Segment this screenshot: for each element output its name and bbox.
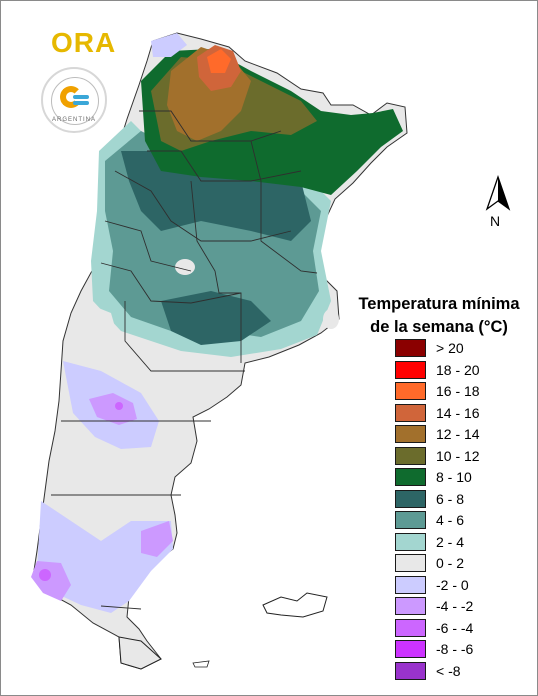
- north-arrow-icon: [485, 175, 511, 211]
- smn-logo-word: ARGENTINA: [51, 117, 96, 123]
- legend-swatch: [395, 511, 426, 529]
- zone-0-2-central: [75, 301, 119, 351]
- tierra-del-fuego: [118, 636, 162, 670]
- smn-logo-sun-icon: [60, 86, 82, 108]
- legend-swatch: [395, 382, 426, 400]
- legend-swatch: [395, 575, 426, 594]
- zone-neg6-neg4: [115, 402, 123, 410]
- legend-label: 16 - 18: [436, 383, 480, 399]
- province-boundaries: [51, 110, 318, 610]
- zone-6-8-south: [161, 291, 271, 345]
- zone-6-8: [121, 151, 311, 241]
- legend-title: Temperatura mínima de la semana (°C): [358, 295, 520, 336]
- legend-label: 10 - 12: [436, 447, 480, 464]
- north-arrow: N: [483, 175, 513, 233]
- north-label: N: [490, 213, 501, 229]
- legend-swatch: [395, 403, 426, 422]
- ora-logo: ORA: [35, 27, 115, 61]
- legend-label: -4 - -2: [436, 598, 474, 614]
- zone-neg4-neg2-north: [89, 393, 137, 425]
- smn-logo: ARGENTINA: [41, 67, 107, 133]
- ora-logo-text: ORA: [51, 27, 117, 58]
- legend-swatch: [395, 597, 426, 615]
- legend-swatch: [395, 554, 426, 572]
- legend-swatch: [395, 489, 426, 508]
- legend-label: < -8: [436, 662, 461, 679]
- legend-label: -8 - -6: [436, 641, 474, 657]
- legend-label: 12 - 14: [436, 426, 480, 442]
- smn-logo-wave-icon: [73, 101, 89, 105]
- legend-swatch: [395, 339, 426, 357]
- legend-label: -2 - 0: [436, 576, 469, 593]
- zone-0-2-spot: [175, 259, 195, 275]
- isla-estados: [192, 660, 210, 668]
- zone-neg2-0-top: [151, 33, 187, 57]
- legend-label: 6 - 8: [436, 490, 465, 507]
- legend-swatch: [395, 446, 426, 465]
- legend-swatch: [395, 618, 426, 637]
- legend-label: 18 - 20: [436, 361, 480, 378]
- legend-label: 2 - 4: [436, 533, 465, 550]
- islands: [262, 592, 328, 618]
- legend-swatch: [395, 532, 426, 551]
- legend-swatch: [395, 360, 426, 379]
- legend-label: -6 - -4: [436, 619, 474, 636]
- legend-label: 0 - 2: [436, 555, 465, 571]
- legend-swatch: [395, 640, 426, 658]
- smn-logo-wave-icon: [73, 95, 89, 99]
- zone-0-2-coast: [323, 309, 339, 329]
- legend-swatch: [395, 661, 426, 680]
- legend-label: 8 - 10: [436, 469, 472, 485]
- zone-neg4-neg2-east: [141, 521, 173, 557]
- zone-neg6-neg4-south: [39, 569, 51, 581]
- legend-swatch: [395, 425, 426, 443]
- zone-16-18: [207, 49, 231, 73]
- legend-swatch: [395, 468, 426, 486]
- legend-label: > 20: [436, 340, 464, 356]
- legend-label: 4 - 6: [436, 512, 465, 528]
- legend-label: 14 - 16: [436, 404, 480, 421]
- smn-logo-ring: [51, 77, 99, 125]
